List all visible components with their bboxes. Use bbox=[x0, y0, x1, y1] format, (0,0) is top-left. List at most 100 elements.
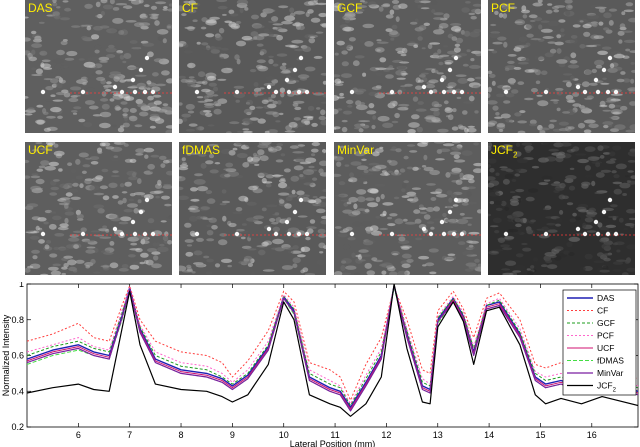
legend-entry: JCF2 bbox=[597, 381, 617, 394]
x-axis-label: Lateral Position (mm) bbox=[290, 439, 376, 447]
point-target bbox=[453, 197, 459, 203]
point-target bbox=[304, 231, 310, 237]
x-tick-label: 14 bbox=[484, 430, 494, 440]
point-target bbox=[194, 231, 200, 237]
image-panel-ucf: UCF bbox=[25, 142, 172, 275]
point-target bbox=[296, 231, 302, 237]
point-target bbox=[428, 231, 434, 237]
panel-label: UCF bbox=[28, 143, 53, 157]
point-target bbox=[130, 219, 136, 225]
y-axis-label: Normalized Intensity bbox=[1, 314, 11, 396]
point-target bbox=[593, 219, 599, 225]
panel-label: DAS bbox=[28, 1, 53, 15]
point-target bbox=[142, 231, 148, 237]
panel-label: JCF2 bbox=[491, 143, 518, 160]
point-target bbox=[119, 231, 125, 237]
point-target bbox=[273, 89, 279, 95]
point-target bbox=[80, 89, 86, 95]
point-target bbox=[428, 89, 434, 95]
x-tick-label: 7 bbox=[127, 430, 132, 440]
point-target bbox=[447, 209, 453, 215]
y-tick-label: 0.8 bbox=[11, 315, 24, 325]
point-target bbox=[150, 231, 156, 237]
point-target bbox=[582, 231, 588, 237]
panel-label: CF bbox=[182, 1, 198, 15]
y-tick-label: 0.2 bbox=[11, 422, 24, 432]
point-target bbox=[273, 231, 279, 237]
point-target bbox=[595, 231, 601, 237]
point-target bbox=[451, 89, 457, 95]
series-line-minvar bbox=[27, 285, 638, 412]
point-target bbox=[582, 89, 588, 95]
point-target bbox=[292, 209, 298, 215]
point-target bbox=[595, 89, 601, 95]
image-panel-fdmas: fDMAS bbox=[179, 142, 326, 275]
point-target bbox=[266, 84, 272, 90]
point-target bbox=[441, 89, 447, 95]
y-tick-label: 0.6 bbox=[11, 351, 24, 361]
image-panel-minvar: MinVar bbox=[334, 142, 481, 275]
point-target bbox=[150, 89, 156, 95]
point-target bbox=[194, 89, 200, 95]
point-target bbox=[575, 84, 581, 90]
point-target bbox=[421, 226, 427, 232]
point-target bbox=[613, 89, 619, 95]
image-panel-das: DAS bbox=[25, 0, 172, 133]
legend-entry: CF bbox=[597, 306, 608, 316]
point-target bbox=[601, 209, 607, 215]
speckle-image bbox=[179, 142, 326, 275]
image-panel-gcf: GCF bbox=[334, 0, 481, 133]
point-target bbox=[605, 231, 611, 237]
point-target bbox=[298, 55, 304, 61]
point-target bbox=[605, 89, 611, 95]
image-panel-pcf: PCF bbox=[488, 0, 635, 133]
point-target bbox=[451, 231, 457, 237]
point-target bbox=[286, 231, 292, 237]
point-target bbox=[266, 226, 272, 232]
point-target bbox=[459, 89, 465, 95]
x-tick-label: 6 bbox=[76, 430, 81, 440]
intensity-profile-chart: 6 7 8 9 10 11 12 13 14 15 16 0.2 0.4 0.6 0.8 1 Lateral P… bbox=[1, 282, 639, 447]
series-line-jcf2 bbox=[27, 284, 638, 417]
x-tick-label: 9 bbox=[230, 430, 235, 440]
speckle-image bbox=[334, 142, 481, 275]
point-target bbox=[119, 89, 125, 95]
panel-label: fDMAS bbox=[182, 143, 221, 157]
speckle-image bbox=[179, 0, 326, 133]
point-target bbox=[138, 209, 144, 215]
image-panel-cf: CF bbox=[179, 0, 326, 133]
series-line-pcf bbox=[27, 285, 638, 405]
point-target bbox=[286, 89, 292, 95]
point-target bbox=[144, 197, 150, 203]
point-target bbox=[459, 231, 465, 237]
point-target bbox=[503, 89, 509, 95]
x-tick-label: 12 bbox=[381, 430, 391, 440]
speckle-image bbox=[25, 0, 172, 133]
point-target bbox=[40, 231, 46, 237]
legend-entry: MinVar bbox=[597, 368, 623, 378]
x-tick-label: 8 bbox=[179, 430, 184, 440]
point-target bbox=[439, 219, 445, 225]
x-tick-label: 13 bbox=[433, 430, 443, 440]
point-target bbox=[296, 89, 302, 95]
legend-entry: DAS bbox=[597, 293, 615, 303]
speckle-image bbox=[334, 0, 481, 133]
point-target bbox=[284, 219, 290, 225]
point-target bbox=[132, 89, 138, 95]
plot-area bbox=[26, 283, 639, 428]
panel-label: MinVar bbox=[337, 143, 375, 157]
point-target bbox=[607, 55, 613, 61]
x-tick-label: 16 bbox=[587, 430, 597, 440]
point-target bbox=[601, 67, 607, 73]
point-target bbox=[40, 89, 46, 95]
point-target bbox=[349, 231, 355, 237]
point-target bbox=[607, 197, 613, 203]
legend-entry: fDMAS bbox=[597, 356, 624, 366]
point-target bbox=[349, 89, 355, 95]
panel-label: GCF bbox=[337, 1, 363, 15]
point-target bbox=[439, 77, 445, 83]
image-panel-jcf: JCF2 bbox=[488, 142, 635, 275]
point-target bbox=[112, 226, 118, 232]
x-tick-label: 11 bbox=[330, 430, 339, 440]
point-target bbox=[144, 55, 150, 61]
